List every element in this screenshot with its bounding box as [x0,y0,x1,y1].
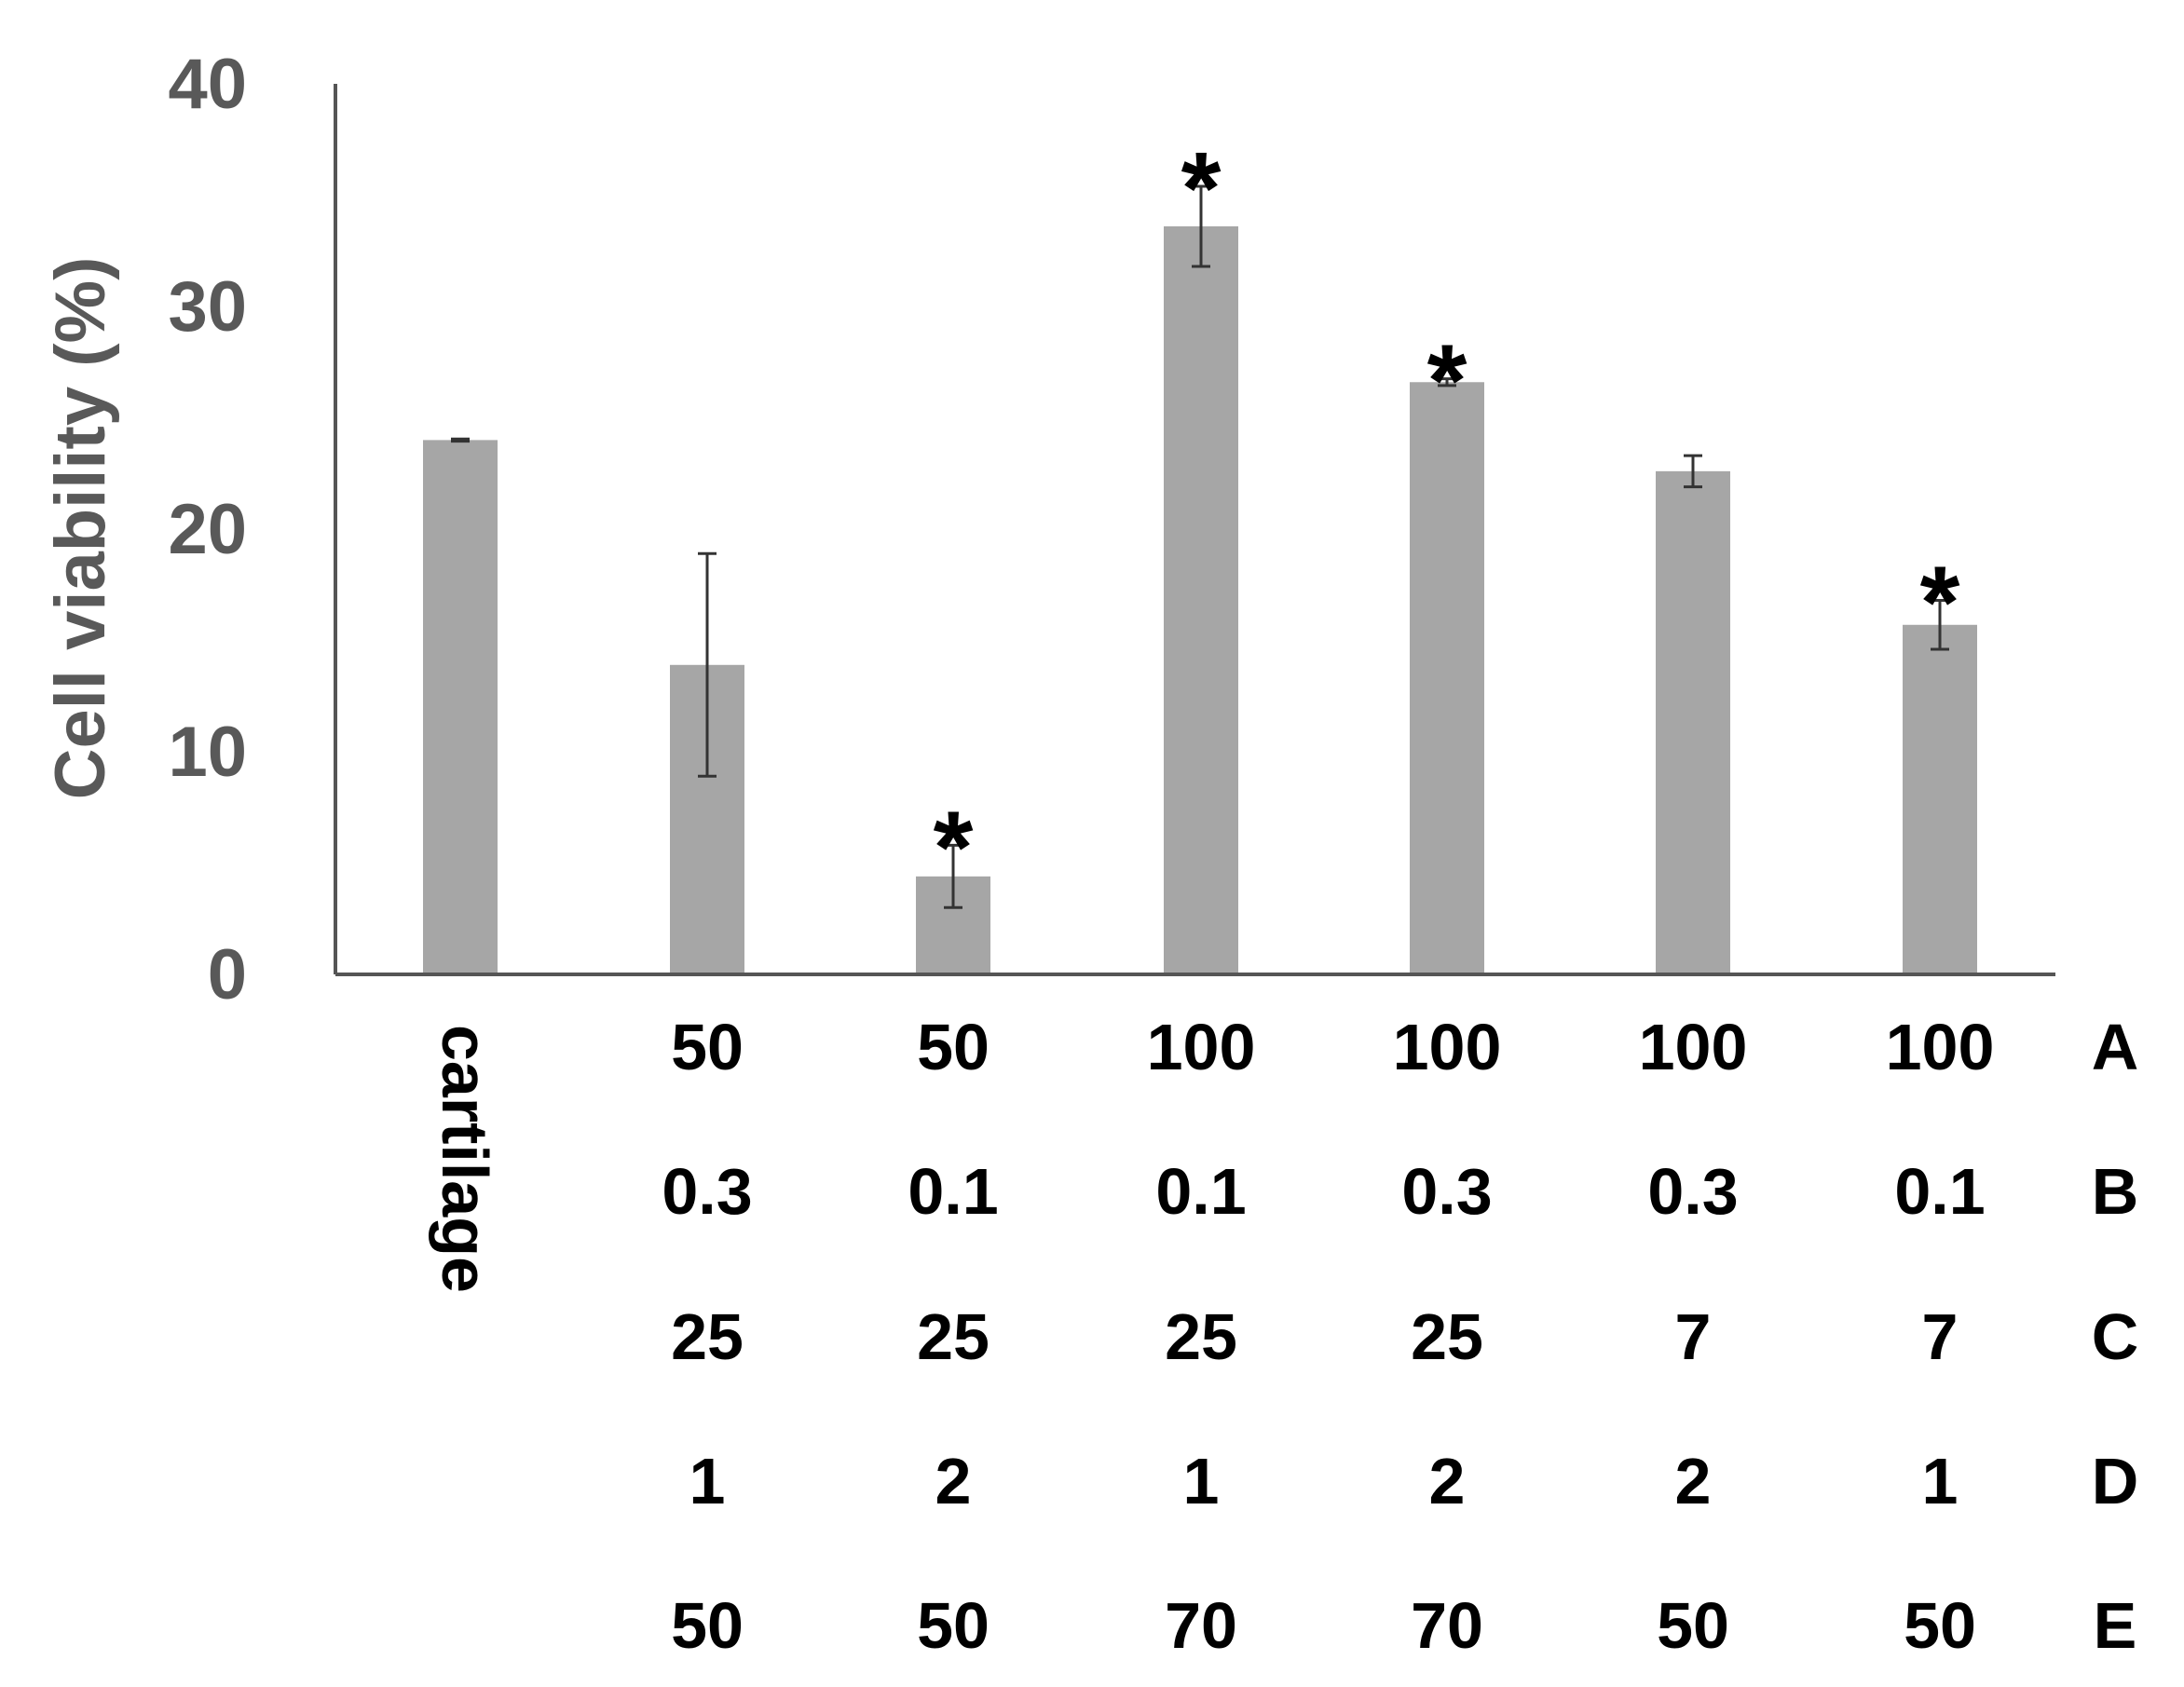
factor-cell: 25 [1411,1300,1483,1373]
factor-cell: 0.3 [662,1155,752,1228]
y-tick-label: 0 [208,935,247,1014]
factor-cell: 25 [1165,1300,1237,1373]
error-bars [451,184,1949,909]
significance-markers: * * * * [934,131,1960,905]
error-bar [1438,377,1456,388]
factor-cell: 1 [1183,1445,1220,1517]
factor-row-label: A [2092,1011,2139,1083]
factor-cell: 50 [671,1011,744,1083]
factor-cell: 0.1 [908,1155,998,1228]
bar [423,440,498,974]
factor-cell: 50 [1657,1589,1729,1662]
bar [1656,470,1730,974]
y-tick-label: 30 [168,267,247,347]
factor-cell: 50 [671,1589,744,1662]
factor-cell: 1 [689,1445,726,1517]
error-bar [1684,454,1702,489]
factor-cell: 50 [917,1011,990,1083]
factor-cell: 100 [1393,1011,1502,1083]
factor-table: 50 50 100 100 100 100 A0.3 0.1 0.1 0.3 0.3 0.1 B25 25… [662,1011,2138,1662]
significance-marker: * [1920,545,1960,660]
factor-cell: 1 [1922,1445,1959,1517]
factor-cell: 100 [1639,1011,1748,1083]
significance-marker: * [934,790,974,905]
error-bar [1931,598,1949,651]
factor-cell: 7 [1922,1300,1959,1373]
y-tick-label: 20 [168,490,247,569]
factor-cell: 2 [1429,1445,1466,1517]
y-tick-label: 10 [168,713,247,792]
bar [1410,382,1484,974]
bar [1164,225,1238,974]
y-axis-title-group: Cell viability (%) [41,257,120,800]
axes [334,84,2055,976]
error-bar [451,437,470,443]
y-axis-title: Cell viability (%) [41,257,120,800]
error-bar [698,551,717,778]
factor-cell: 0.3 [1647,1155,1738,1228]
factor-cell: 2 [1675,1445,1712,1517]
factor-row-label: D [2092,1445,2139,1517]
bars [423,225,1977,974]
error-bar [944,843,962,909]
factor-cell: 100 [1147,1011,1256,1083]
y-tick-label: 40 [168,45,247,124]
y-axis-ticks: 0 10 20 30 40 [168,45,247,1014]
factor-cell: 70 [1411,1589,1483,1662]
factor-cell: 50 [1904,1589,1976,1662]
factor-cell: 100 [1886,1011,1995,1083]
significance-marker: * [1427,324,1467,439]
factor-cell: 70 [1165,1589,1237,1662]
factor-cell: 7 [1675,1300,1712,1373]
factor-cell: 0.1 [1894,1155,1985,1228]
factor-row-label: E [2094,1589,2137,1662]
bar [1903,624,1977,974]
factor-cell: 50 [917,1589,990,1662]
factor-row-label: C [2092,1300,2139,1373]
factor-row-label: B [2092,1155,2139,1228]
factor-cell: 2 [935,1445,972,1517]
significance-marker: * [1181,131,1222,246]
factor-cell: 25 [671,1300,744,1373]
factor-cell: 25 [917,1300,990,1373]
factor-cell: 0.1 [1155,1155,1246,1228]
cartilage-label: cartilage [429,1025,501,1293]
factor-cell: 0.3 [1401,1155,1492,1228]
category-label-cartilage: cartilage [429,1025,501,1293]
error-bar [1192,184,1210,268]
